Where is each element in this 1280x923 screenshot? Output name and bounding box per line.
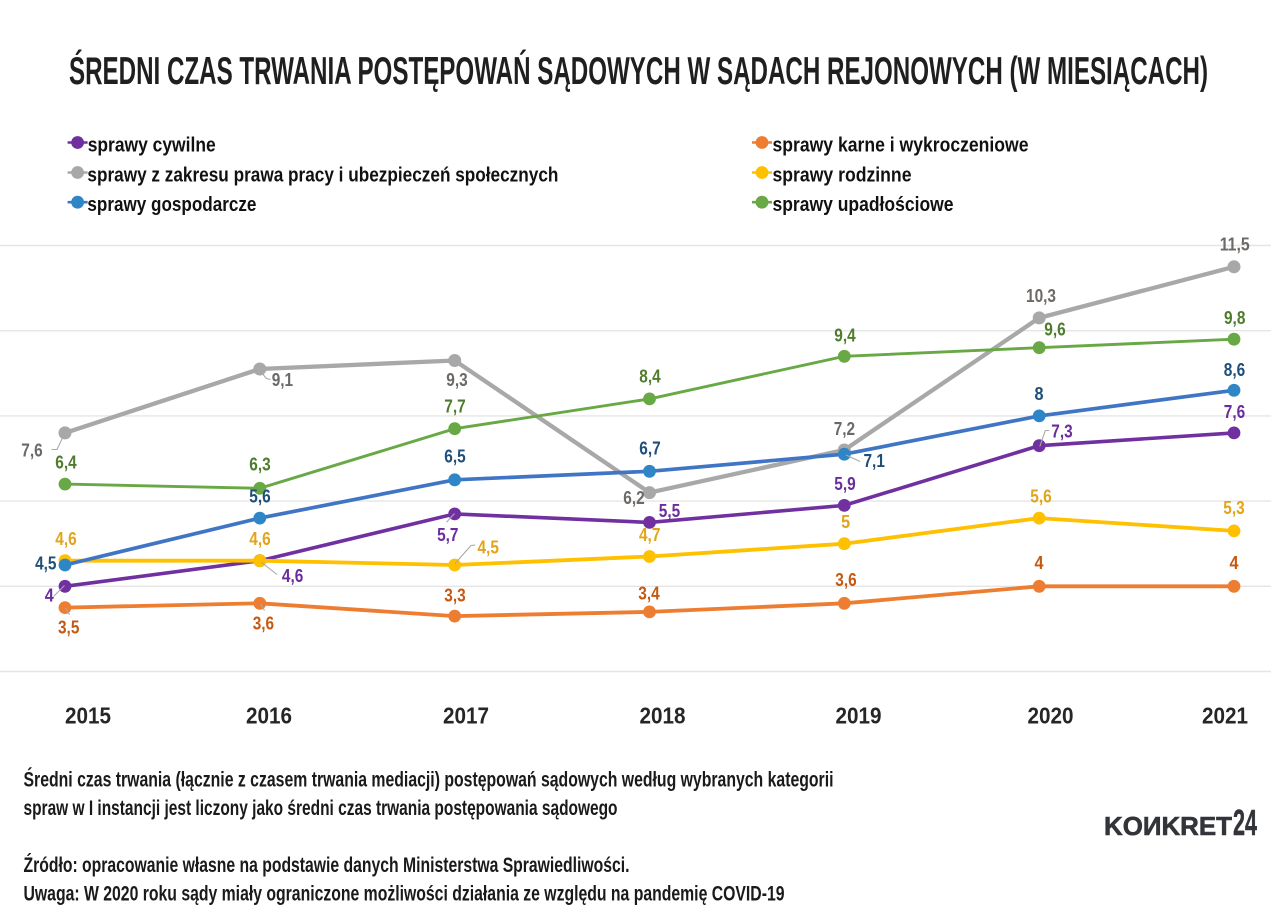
svg-text:8: 8 [1035, 384, 1044, 404]
svg-text:6,2: 6,2 [623, 488, 644, 508]
svg-text:4,6: 4,6 [282, 566, 303, 586]
svg-text:Średni czas trwania (łącznie z: Średni czas trwania (łącznie z czasem tr… [24, 768, 834, 792]
svg-text:7,6: 7,6 [1224, 402, 1245, 422]
svg-text:Uwaga: W 2020 roku sądy miały: Uwaga: W 2020 roku sądy miały ograniczon… [24, 883, 785, 906]
svg-text:7,1: 7,1 [864, 451, 885, 471]
svg-text:5,9: 5,9 [834, 474, 855, 494]
svg-text:4,5: 4,5 [35, 553, 56, 573]
svg-text:4,5: 4,5 [478, 538, 499, 558]
svg-text:2016: 2016 [246, 703, 292, 729]
svg-text:7,2: 7,2 [834, 419, 855, 439]
svg-text:3,5: 3,5 [58, 618, 79, 638]
svg-text:11,5: 11,5 [1220, 234, 1250, 254]
svg-text:4,6: 4,6 [249, 529, 270, 549]
svg-text:3,6: 3,6 [253, 614, 274, 634]
svg-text:2018: 2018 [640, 703, 686, 729]
svg-text:6,7: 6,7 [639, 439, 660, 459]
svg-text:sprawy karne i wykroczeniowe: sprawy karne i wykroczeniowe [773, 133, 1029, 156]
svg-text:8,6: 8,6 [1224, 360, 1245, 380]
svg-text:4: 4 [1230, 553, 1239, 573]
svg-text:5,6: 5,6 [1030, 487, 1051, 507]
svg-text:10,3: 10,3 [1026, 286, 1056, 306]
svg-text:4: 4 [45, 586, 54, 606]
svg-text:3,6: 3,6 [835, 570, 856, 590]
svg-text:2021: 2021 [1202, 703, 1248, 729]
svg-text:5,5: 5,5 [659, 501, 680, 521]
svg-text:7,6: 7,6 [21, 441, 42, 461]
svg-text:5: 5 [841, 512, 850, 532]
svg-text:2017: 2017 [443, 703, 489, 729]
svg-text:sprawy cywilne: sprawy cywilne [88, 133, 216, 156]
svg-text:7,3: 7,3 [1051, 422, 1072, 442]
svg-text:7,7: 7,7 [444, 397, 465, 417]
svg-text:KOИKRET: KOИKRET [1104, 811, 1232, 841]
svg-text:Źródło: opracowanie własne na: Źródło: opracowanie własne na podstawie … [24, 854, 630, 877]
svg-text:9,8: 9,8 [1224, 308, 1245, 328]
svg-text:5,7: 5,7 [437, 525, 458, 545]
svg-text:2020: 2020 [1028, 703, 1074, 729]
svg-text:8,4: 8,4 [639, 367, 660, 387]
svg-text:sprawy z zakresu prawa pracy i: sprawy z zakresu prawa pracy i ubezpiecz… [87, 163, 558, 186]
svg-text:2015: 2015 [65, 703, 111, 729]
svg-text:9,4: 9,4 [834, 326, 855, 346]
svg-text:5,6: 5,6 [249, 487, 270, 507]
svg-text:sprawy upadłościowe: sprawy upadłościowe [773, 193, 954, 216]
svg-text:9,3: 9,3 [446, 370, 467, 390]
svg-text:5,3: 5,3 [1223, 498, 1244, 518]
svg-text:9,6: 9,6 [1044, 320, 1065, 340]
svg-text:spraw w I instancji jest liczo: spraw w I instancji jest liczony jako śr… [24, 797, 618, 820]
svg-text:6,3: 6,3 [249, 455, 270, 475]
svg-text:6,5: 6,5 [444, 447, 465, 467]
svg-text:sprawy gospodarcze: sprawy gospodarcze [87, 193, 256, 216]
svg-text:6,4: 6,4 [55, 453, 76, 473]
svg-text:3,4: 3,4 [638, 584, 659, 604]
svg-text:4: 4 [1035, 553, 1044, 573]
svg-text:24: 24 [1233, 802, 1257, 843]
svg-text:2019: 2019 [836, 703, 882, 729]
svg-text:3,3: 3,3 [444, 586, 465, 606]
svg-text:4,7: 4,7 [639, 525, 660, 545]
svg-text:4,6: 4,6 [55, 529, 76, 549]
svg-text:sprawy rodzinne: sprawy rodzinne [773, 163, 912, 186]
svg-text:9,1: 9,1 [272, 370, 293, 390]
svg-text:ŚREDNI CZAS TRWANIA POSTĘPOWAŃ: ŚREDNI CZAS TRWANIA POSTĘPOWAŃ SĄDOWYCH … [69, 49, 1208, 93]
